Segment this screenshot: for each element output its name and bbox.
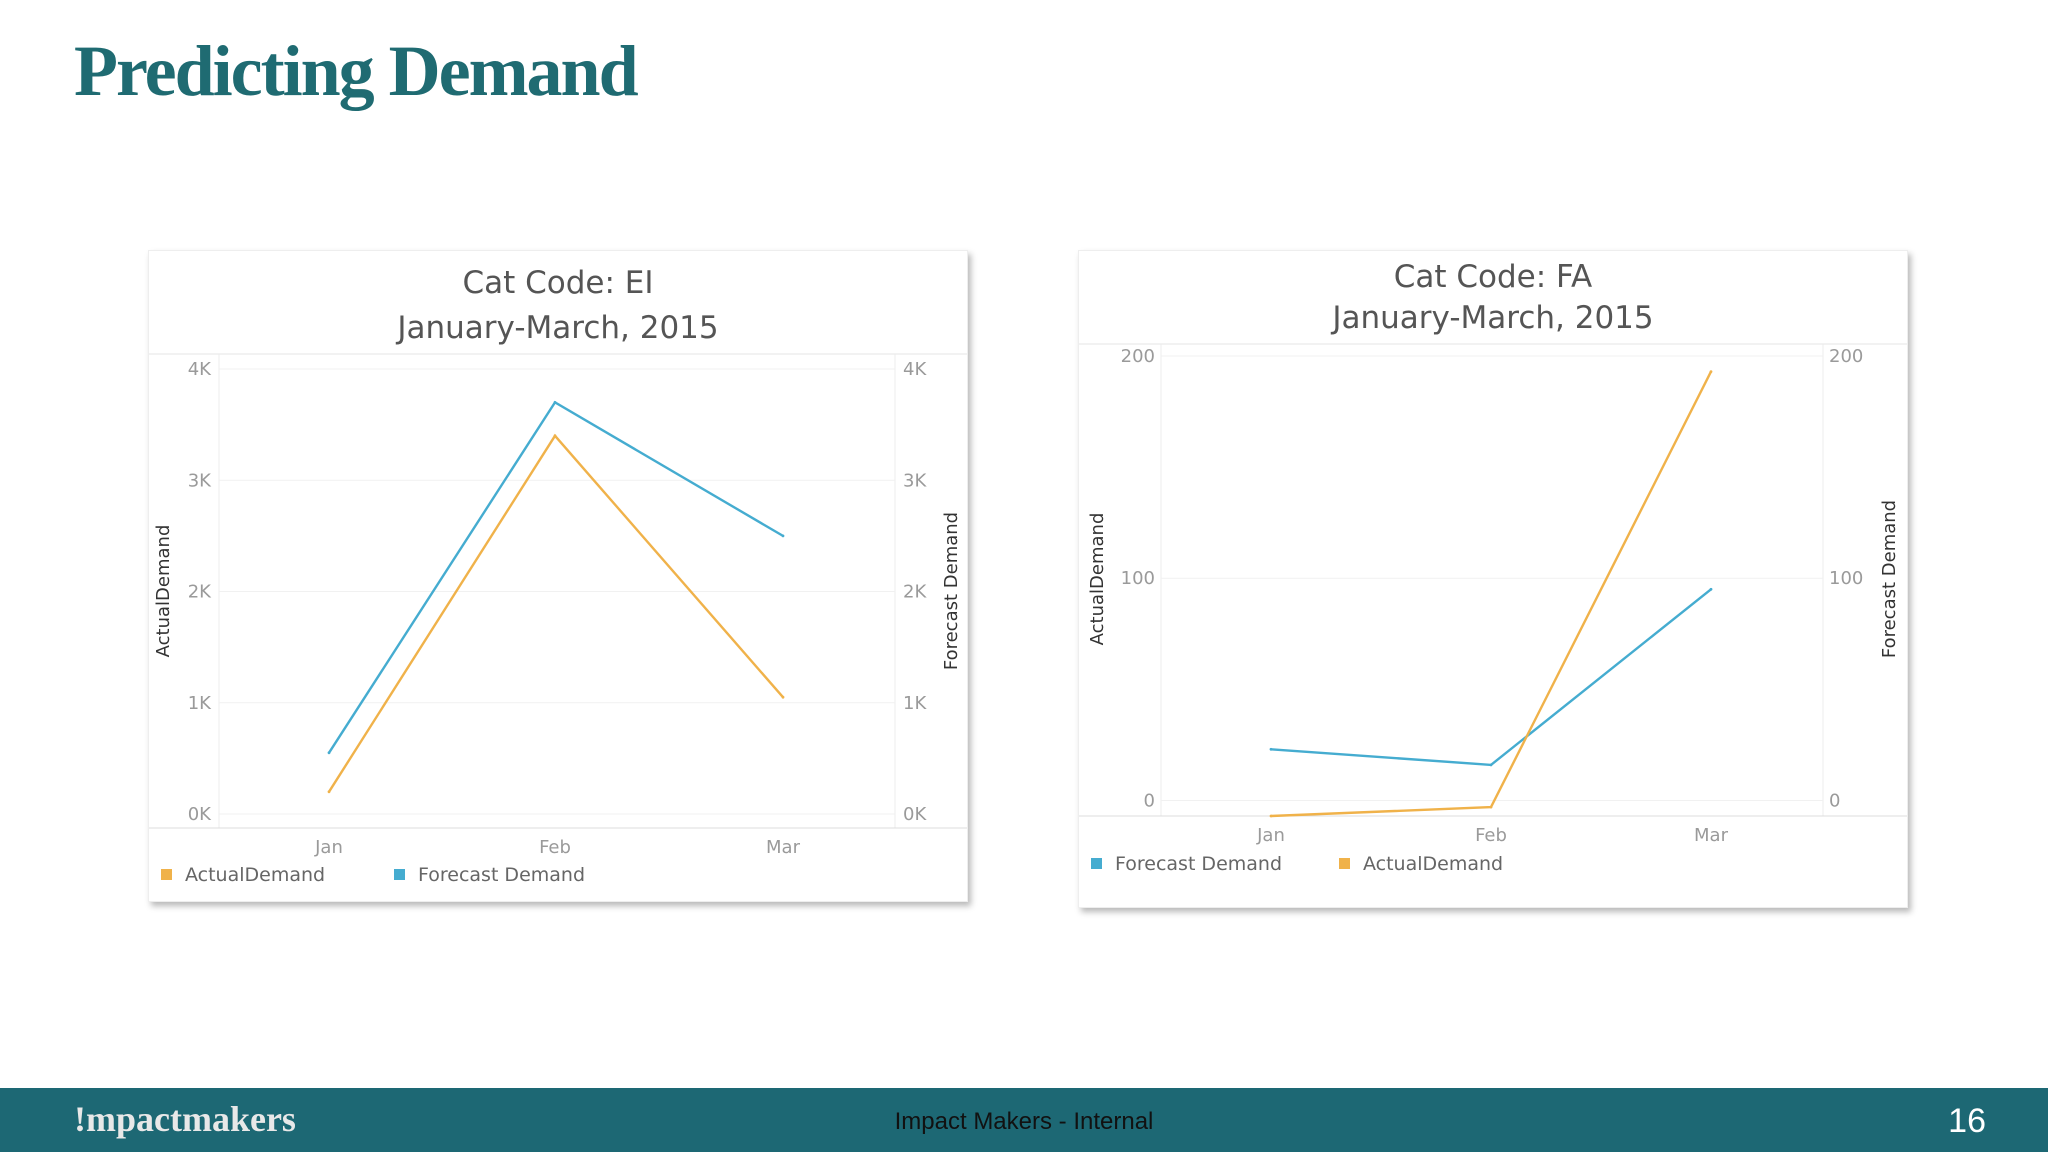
ei-x-tick-label: Feb [539, 837, 571, 858]
chart-card-ei: Cat Code: EI January-March, 2015 0K 1K 2K 3K 4… [148, 250, 968, 902]
fa-data-point-actualdemand [1489, 805, 1493, 809]
ei-chart-title-line-1: Cat Code: EI [462, 265, 653, 301]
ei-series-line-actualdemand [327, 433, 784, 793]
fa-right-tick-label: 0 [1829, 790, 1840, 811]
fa-left-axis-title: ActualDemand [1087, 513, 1108, 646]
chart-fa-svg: Cat Code: FA January-March, 2015 0 100 200 0 1… [1079, 259, 1907, 875]
ei-left-axis-title: ActualDemand [153, 525, 174, 658]
fa-left-tick-label: 200 [1121, 346, 1155, 367]
ei-data-point-actualdemand [327, 790, 331, 794]
footer-classification: Impact Makers - Internal [894, 1108, 1154, 1135]
fa-chart-title-line-2: January-March, 2015 [1330, 300, 1653, 336]
fa-series-line-actualdemand [1270, 371, 1713, 818]
chart-card-fa: Cat Code: FA January-March, 2015 0 100 200 0 1… [1078, 250, 1908, 908]
fa-chart-title-line-1: Cat Code: FA [1394, 259, 1593, 295]
fa-right-tick-label: 200 [1829, 346, 1863, 367]
ei-right-tick-label: 4K [903, 359, 927, 380]
fa-left-tick-label: 0 [1144, 790, 1155, 811]
ei-right-tick-label: 2K [903, 582, 927, 603]
ei-left-tick-label: 2K [188, 582, 212, 603]
ei-x-tick-label: Mar [766, 837, 801, 858]
ei-right-axis-title: Forecast Demand [941, 512, 962, 670]
ei-chart-title-line-2: January-March, 2015 [395, 310, 718, 346]
fa-data-point-forecast-demand [1489, 763, 1493, 767]
ei-data-point-forecast-demand [327, 751, 331, 755]
ei-legend-label-actualdemand: ActualDemand [185, 864, 325, 886]
ei-left-tick-label: 0K [188, 804, 212, 825]
ei-left-tick-label: 4K [188, 359, 212, 380]
ei-legend-label-forecast-demand: Forecast Demand [418, 864, 585, 886]
fa-right-axis-title: Forecast Demand [1879, 500, 1900, 658]
fa-legend-swatch-actualdemand [1339, 858, 1350, 869]
ei-series-line-forecast-demand [327, 400, 784, 754]
page-number: 16 [1948, 1102, 1986, 1140]
ei-left-tick-label: 1K [188, 693, 212, 714]
company-logo: !mpactmakers [74, 1099, 296, 1139]
ei-data-point-actualdemand [781, 695, 785, 699]
ei-data-point-actualdemand [553, 434, 557, 438]
ei-right-tick-label: 3K [903, 470, 927, 491]
fa-right-tick-label: 100 [1829, 568, 1863, 589]
slide-title: Predicting Demand [74, 31, 639, 111]
fa-data-point-forecast-demand [1709, 587, 1713, 591]
ei-right-tick-label: 1K [903, 693, 927, 714]
fa-series-line-forecast-demand [1270, 588, 1712, 767]
fa-legend-label-actualdemand: ActualDemand [1363, 853, 1503, 875]
fa-legend-swatch-forecast-demand [1091, 858, 1102, 869]
chart-ei-svg: Cat Code: EI January-March, 2015 0K 1K 2K 3K 4… [149, 265, 967, 886]
fa-data-point-forecast-demand [1269, 747, 1273, 751]
fa-data-point-actualdemand [1709, 370, 1713, 373]
fa-x-tick-label: Feb [1475, 825, 1507, 846]
ei-data-point-forecast-demand [781, 534, 785, 538]
ei-right-tick-label: 0K [903, 804, 927, 825]
fa-left-tick-label: 100 [1121, 568, 1155, 589]
fa-data-point-actualdemand [1269, 814, 1273, 818]
fa-x-tick-label: Jan [1256, 825, 1285, 846]
footer-bar: !mpactmakers Impact Makers - Internal 16 [0, 1088, 2048, 1152]
fa-x-tick-label: Mar [1694, 825, 1729, 846]
fa-legend-label-forecast-demand: Forecast Demand [1115, 853, 1282, 875]
ei-legend-swatch-forecast-demand [394, 869, 405, 880]
ei-legend-swatch-actualdemand [161, 869, 172, 880]
ei-left-tick-label: 3K [188, 470, 212, 491]
ei-x-tick-label: Jan [314, 837, 343, 858]
ei-data-point-forecast-demand [553, 401, 557, 404]
